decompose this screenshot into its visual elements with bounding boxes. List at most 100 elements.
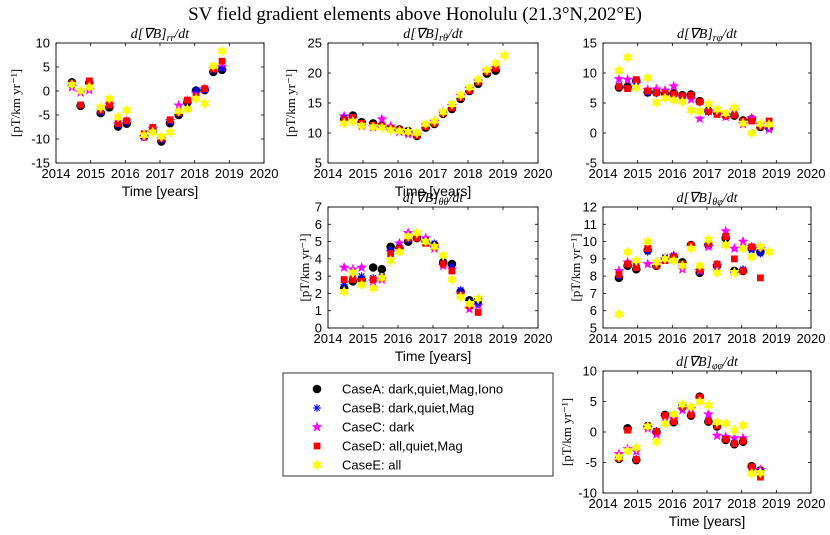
y-tick-label: 10	[583, 364, 597, 379]
data-point-case-d	[748, 463, 756, 471]
data-point-case-e	[139, 129, 149, 141]
x-tick-label: 2019	[762, 496, 791, 511]
data-point-case-e	[686, 104, 696, 116]
data-point-case-d	[474, 309, 482, 316]
x-tick-label: 2019	[762, 166, 791, 181]
data-point-case-e	[642, 72, 653, 84]
data-point-case-e	[755, 241, 766, 253]
legend-marker-case-a	[312, 384, 322, 394]
y-tick-label: 7	[590, 286, 597, 301]
panel-title: d[∇B]θφ/dt	[676, 191, 738, 208]
x-tick-label: 2018	[727, 496, 756, 511]
data-point-case-e	[622, 51, 633, 63]
data-point-case-c	[720, 225, 732, 236]
data-point-case-e	[473, 74, 483, 86]
y-tick-label: 5	[590, 321, 597, 336]
data-point-case-e	[429, 241, 440, 253]
data-point-case-d	[218, 57, 226, 65]
data-point-case-e	[447, 274, 457, 286]
x-tick-label: 2018	[454, 331, 483, 346]
x-tick-label: 2015	[623, 496, 652, 511]
data-point-case-d	[661, 412, 669, 419]
y-tick-label: 15	[583, 36, 597, 51]
legend-label: CaseC: dark	[342, 420, 415, 435]
y-tick-label: 6	[590, 303, 597, 318]
y-tick-label: -10	[31, 132, 50, 147]
data-point-case-d	[704, 417, 712, 425]
data-point-case-c	[338, 261, 350, 273]
data-point-case-c	[737, 235, 749, 247]
panel-rtheta: 2014 2015 2016 2017 2018 2019 2020 5 10 15 20 25 d[∇…	[283, 27, 552, 199]
x-tick-label: 2019	[489, 331, 518, 346]
data-point-case-e	[464, 298, 475, 310]
data-point-case-d	[730, 111, 738, 119]
data-point-case-e	[348, 267, 358, 279]
y-tick-label: 5	[590, 96, 597, 111]
data-point-case-e	[631, 442, 642, 454]
data-point-case-d	[678, 92, 686, 100]
panel-title: d[∇B]rφ/dt	[677, 27, 738, 44]
data-point-case-c	[613, 73, 625, 84]
data-point-case-e	[339, 117, 349, 129]
data-point-case-e	[764, 119, 774, 131]
data-point-case-d	[713, 260, 721, 268]
y-tick-label: 3	[315, 269, 322, 284]
legend-marker-case-d	[313, 442, 321, 450]
panel-title: d[∇B]rθ/dt	[403, 27, 464, 44]
data-point-case-e	[455, 89, 466, 101]
data-point-case-e	[455, 291, 466, 303]
data-point-case-e	[631, 254, 642, 267]
data-point-case-e	[729, 424, 740, 436]
data-point-case-e	[75, 85, 86, 97]
data-point-case-d	[644, 87, 652, 95]
data-point-case-e	[191, 93, 201, 105]
panel-title: d[∇B]φφ/dt	[676, 355, 739, 372]
y-tick-label: 25	[308, 36, 322, 51]
panel-phiphi: 2014 2015 2016 2017 2018 2019 2020 -10 -5 0 5 10 d[∇…	[559, 355, 825, 529]
y-tick-label: -5	[585, 455, 597, 470]
x-tick-label: 2020	[524, 331, 553, 346]
x-axis-label: Time [years]	[395, 183, 472, 199]
data-point-case-e	[755, 118, 766, 130]
x-axis-label: Time [years]	[122, 183, 199, 199]
data-point-case-e	[420, 118, 431, 130]
data-point-case-c	[613, 265, 625, 276]
y-tick-label: -10	[578, 486, 597, 501]
data-point-case-e	[182, 103, 193, 115]
data-point-case-d	[340, 276, 348, 283]
data-point-case-b	[218, 65, 226, 73]
data-point-case-e	[394, 125, 405, 137]
legend-entry-case-a: CaseA: dark,quiet,Mag,Iono	[312, 382, 503, 397]
x-tick-label: 2017	[419, 166, 448, 181]
y-tick-label: -15	[31, 156, 50, 171]
data-point-case-e	[703, 98, 714, 110]
data-point-case-d	[748, 243, 756, 251]
data-point-case-a	[368, 263, 378, 272]
data-point-case-e	[677, 260, 688, 272]
y-tick-label: 4	[315, 251, 322, 266]
data-point-case-e	[121, 104, 132, 116]
x-tick-label: 2014	[589, 166, 618, 181]
data-point-case-d	[739, 437, 747, 445]
plot-area-rtheta	[327, 42, 539, 164]
data-point-case-e	[703, 399, 714, 411]
x-tick-label: 2015	[623, 331, 652, 346]
data-point-case-e	[377, 122, 387, 134]
data-point-case-d	[696, 98, 704, 106]
data-point-case-e	[377, 272, 387, 284]
x-tick-label: 2016	[384, 331, 413, 346]
y-tick-label: 0	[590, 126, 597, 141]
y-tick-label: 10	[36, 36, 50, 51]
y-tick-label: 0	[315, 321, 322, 336]
data-point-case-e	[208, 60, 219, 72]
data-point-case-d	[652, 89, 660, 97]
data-point-case-e	[420, 235, 431, 248]
x-tick-label: 2019	[215, 166, 244, 181]
legend-entry-case-e: CaseE: all	[312, 458, 401, 473]
x-axis-label: Time [years]	[395, 348, 472, 364]
data-point-case-e	[368, 282, 378, 294]
data-point-case-e	[217, 45, 227, 57]
data-point-case-e	[67, 79, 77, 91]
data-point-case-e	[104, 93, 115, 105]
